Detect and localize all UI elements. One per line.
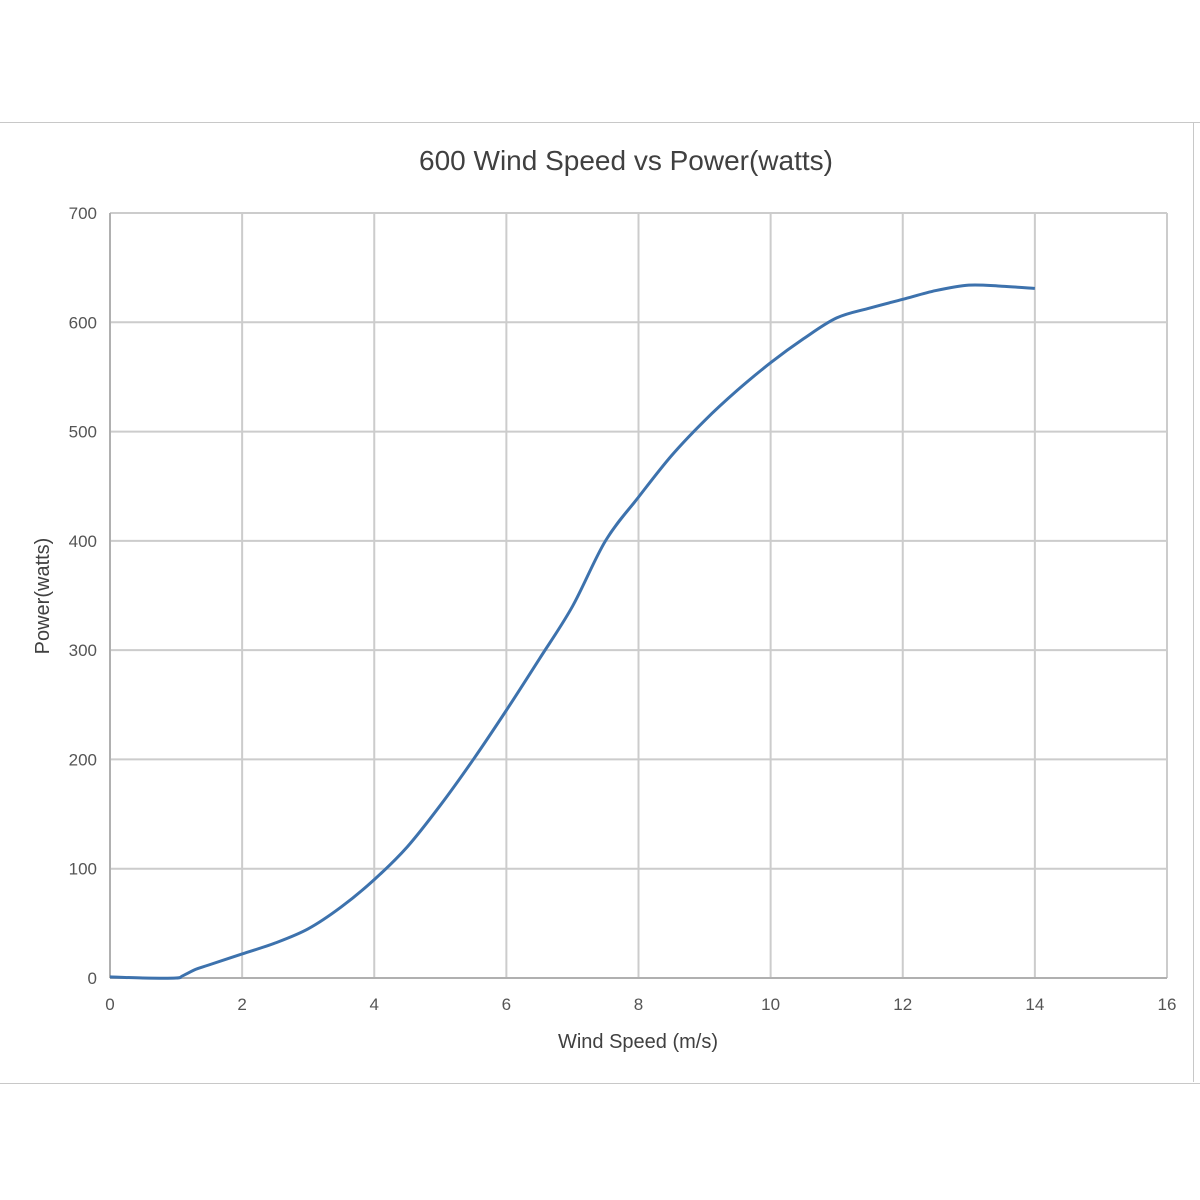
y-tick-label: 300 <box>69 641 97 660</box>
y-tick-label: 400 <box>69 532 97 551</box>
x-tick-label: 16 <box>1158 995 1177 1014</box>
y-tick-label: 600 <box>69 313 97 332</box>
x-tick-label: 4 <box>370 995 379 1014</box>
axes <box>109 213 1167 979</box>
y-tick-labels: 0 100 200 300 400 500 600 700 <box>69 204 97 988</box>
y-tick-label: 500 <box>69 423 97 442</box>
y-tick-label: 0 <box>88 969 97 988</box>
chart-area <box>0 122 1200 1084</box>
x-tick-label: 10 <box>761 995 780 1014</box>
y-tick-label: 700 <box>69 204 97 223</box>
x-tick-label: 6 <box>502 995 511 1014</box>
series-line <box>109 283 1035 980</box>
y-tick-label: 100 <box>69 860 97 879</box>
x-tick-label: 8 <box>634 995 643 1014</box>
spreadsheet-edge <box>1193 122 1200 1082</box>
x-tick-label: 0 <box>105 995 114 1014</box>
x-tick-labels: 0 2 4 6 8 10 12 14 16 <box>105 995 1176 1014</box>
chart-title: 600 Wind Speed vs Power(watts) <box>419 145 833 176</box>
y-tick-label: 200 <box>69 750 97 769</box>
x-tick-label: 2 <box>237 995 246 1014</box>
series-group <box>109 283 1035 980</box>
grid <box>110 212 1168 978</box>
x-tick-label: 12 <box>893 995 912 1014</box>
x-axis-title: Wind Speed (m/s) <box>558 1031 718 1053</box>
y-axis-title: Power(watts) <box>32 538 54 655</box>
x-tick-label: 14 <box>1025 995 1044 1014</box>
